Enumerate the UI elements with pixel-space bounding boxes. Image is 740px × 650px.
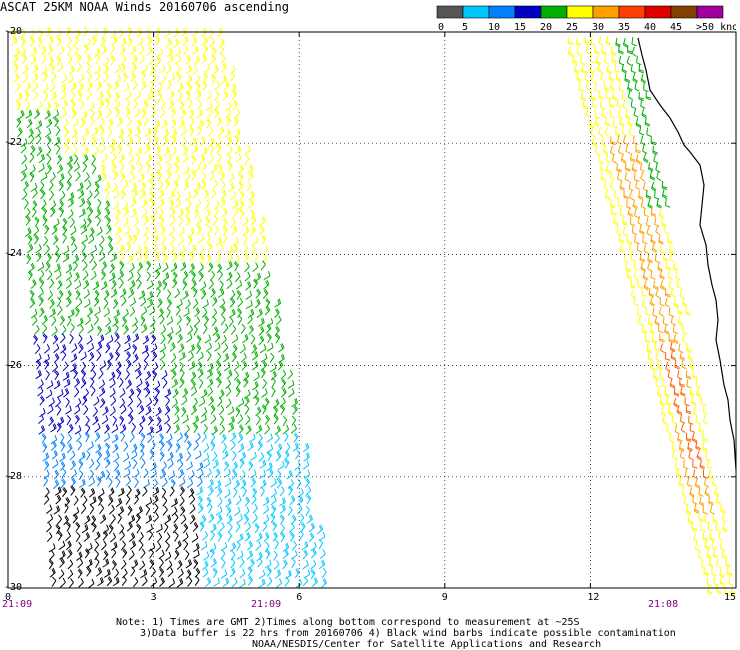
pass-time-label: 21:09 (251, 599, 282, 610)
legend-label: 45 (670, 22, 682, 33)
y-axis-label: -24 (4, 248, 23, 260)
x-axis-label: 9 (441, 592, 448, 603)
chart-title: ASCAT 25KM NOAA Winds 20160706 ascending (0, 0, 289, 14)
note-line-1: Note: 1) Times are GMT 2)Times along bot… (116, 617, 580, 628)
pass-time-label: 21:08 (648, 599, 679, 610)
x-axis-label: 0 (5, 592, 12, 603)
y-axis-label: -20 (4, 26, 23, 37)
legend-label: 30 (592, 22, 604, 33)
wind-speed-legend: 0 5 10 15 20 25 30 35 40 45 >50 knots (436, 5, 736, 33)
legend-label: 40 (644, 22, 656, 33)
coastline (637, 37, 737, 471)
legend-swatch (696, 5, 724, 19)
pass-time-label: 21:09 (2, 599, 33, 610)
note-line-2: 3)Data buffer is 22 hrs from 20160706 4)… (140, 628, 676, 639)
x-axis-label: 6 (296, 592, 303, 603)
west-swath-barbs (10, 26, 327, 589)
east-swath-barbs (567, 35, 736, 596)
legend-label: >50 knots (696, 22, 736, 33)
legend-label: 5 (462, 22, 468, 33)
note-line-3: NOAA/NESDIS/Center for Satellite Applica… (252, 639, 602, 650)
y-axis-label: -22 (4, 137, 23, 149)
legend-label: 0 (438, 22, 444, 33)
legend-label: 10 (488, 22, 500, 33)
y-axis-label: -26 (4, 359, 23, 371)
x-axis-label: 12 (587, 592, 600, 603)
x-axis-label: 3 (150, 592, 157, 603)
plot-frame (7, 31, 737, 589)
y-axis-label: -30 (4, 582, 23, 593)
legend-label: 35 (618, 22, 630, 33)
legend-label: 15 (514, 22, 526, 33)
legend-label: 20 (540, 22, 552, 33)
legend-label: 25 (566, 22, 578, 33)
y-axis-label: -28 (4, 470, 23, 482)
x-axis-label: 15 (724, 592, 737, 603)
